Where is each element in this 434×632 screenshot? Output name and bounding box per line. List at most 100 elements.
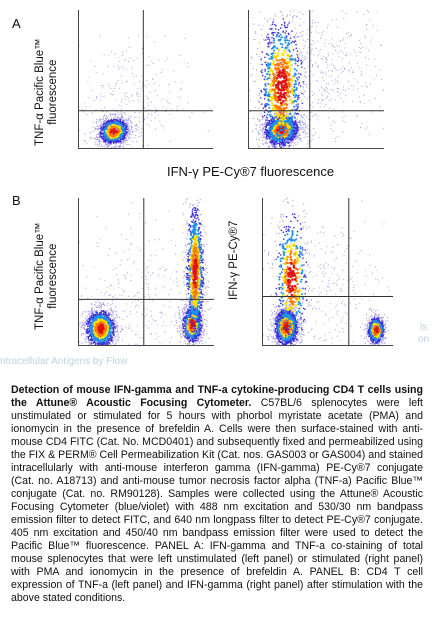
event-dot xyxy=(184,38,186,40)
event-dot xyxy=(155,74,157,76)
event-dot xyxy=(126,136,128,138)
event-dot xyxy=(300,121,302,123)
event-dot xyxy=(278,121,281,124)
event-dot xyxy=(123,140,126,142)
event-dot xyxy=(298,120,301,122)
event-dot xyxy=(282,75,285,78)
event-dot xyxy=(250,56,252,58)
event-dot xyxy=(83,325,85,327)
event-dot xyxy=(261,63,263,66)
event-dot xyxy=(260,59,262,61)
event-dot xyxy=(91,131,93,133)
event-dot xyxy=(315,31,317,33)
event-dot xyxy=(347,31,350,33)
event-dot xyxy=(100,130,102,133)
event-dot xyxy=(314,62,316,64)
event-dot xyxy=(271,41,273,44)
event-dot xyxy=(115,313,117,315)
event-dot xyxy=(368,58,370,60)
event-dot xyxy=(89,132,91,134)
event-dot xyxy=(264,17,266,19)
event-dot xyxy=(118,118,120,120)
event-dot xyxy=(267,34,269,37)
event-dot xyxy=(260,93,262,95)
event-dot xyxy=(189,117,191,119)
event-dot xyxy=(357,88,359,90)
event-dot xyxy=(272,143,275,145)
event-dot xyxy=(94,65,96,68)
event-dot xyxy=(117,115,119,117)
event-dot xyxy=(90,343,93,345)
event-dot xyxy=(367,10,369,12)
event-dot xyxy=(317,115,319,117)
event-dot xyxy=(270,119,272,122)
event-dot xyxy=(256,53,258,55)
event-dot xyxy=(276,47,279,50)
event-dot xyxy=(276,70,278,72)
event-dot xyxy=(262,129,264,131)
event-dot xyxy=(281,80,284,83)
event-dot xyxy=(258,94,260,96)
event-dot xyxy=(347,80,349,82)
event-dot xyxy=(106,117,108,119)
event-dot xyxy=(271,96,274,100)
event-dot xyxy=(265,119,267,121)
event-dot xyxy=(359,127,362,129)
event-dot xyxy=(135,135,137,137)
event-dot xyxy=(294,27,296,29)
event-dot xyxy=(360,72,362,74)
event-dot xyxy=(274,146,276,148)
event-dot xyxy=(284,82,287,86)
event-dot xyxy=(326,66,328,69)
event-dot xyxy=(84,327,86,329)
event-dot xyxy=(282,126,285,130)
event-dot xyxy=(282,99,285,103)
event-dot xyxy=(313,134,315,136)
event-dot xyxy=(118,87,121,89)
event-dot xyxy=(102,141,104,144)
event-dot xyxy=(121,108,123,110)
event-dot xyxy=(326,27,329,29)
event-dot xyxy=(100,135,103,138)
event-dot xyxy=(117,80,119,82)
event-dot xyxy=(96,125,98,127)
event-dot xyxy=(380,78,383,80)
event-dot xyxy=(290,79,293,82)
event-dot xyxy=(131,134,133,136)
event-dot xyxy=(257,117,259,119)
event-dot xyxy=(271,102,274,105)
event-dot xyxy=(299,17,301,19)
event-dot xyxy=(292,15,294,17)
event-dot xyxy=(272,122,275,125)
event-dot xyxy=(323,55,325,58)
event-dot xyxy=(98,139,100,141)
event-dot xyxy=(271,127,273,130)
event-dot xyxy=(277,29,280,31)
event-dot xyxy=(311,22,313,24)
event-dot xyxy=(324,60,327,62)
event-dot xyxy=(273,130,277,133)
event-dot xyxy=(110,140,113,142)
event-dot xyxy=(350,35,352,37)
event-dot xyxy=(121,125,123,128)
event-dot xyxy=(102,145,104,147)
event-dot xyxy=(268,107,271,109)
event-dot xyxy=(95,96,98,98)
event-dot xyxy=(145,95,147,97)
event-dot xyxy=(100,310,103,312)
event-dot xyxy=(267,42,270,44)
event-dot xyxy=(284,103,287,106)
event-dot xyxy=(352,89,354,91)
event-dot xyxy=(98,121,100,123)
event-dot xyxy=(291,65,293,67)
event-dot xyxy=(273,93,277,96)
event-dot xyxy=(276,28,278,30)
event-dot xyxy=(278,59,281,62)
event-dot xyxy=(106,132,109,135)
event-dot xyxy=(366,64,368,66)
event-dot xyxy=(268,145,271,147)
event-dot xyxy=(264,87,266,89)
event-dot xyxy=(288,144,291,147)
event-dot xyxy=(299,77,301,80)
event-dot xyxy=(302,117,304,119)
